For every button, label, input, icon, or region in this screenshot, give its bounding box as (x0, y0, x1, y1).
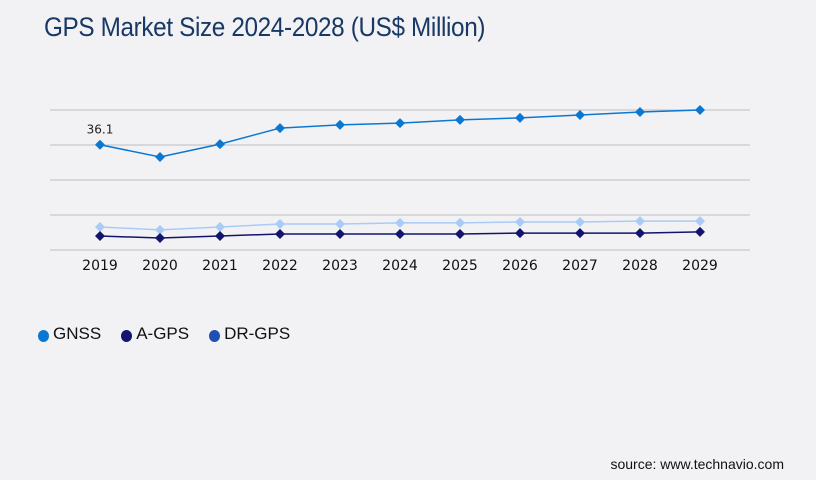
data-point-gnss[interactable] (455, 114, 465, 125)
data-point-a-gps[interactable] (215, 231, 225, 241)
data-point-a-gps[interactable] (155, 233, 165, 244)
x-tick-label: 2023 (322, 258, 358, 274)
data-point-gnss[interactable] (575, 109, 585, 120)
x-tick-label: 2019 (82, 258, 118, 274)
data-point-gnss[interactable] (695, 105, 705, 115)
x-tick-label: 2021 (202, 258, 238, 274)
data-point-a-gps[interactable] (455, 228, 465, 239)
legend-marker-icon (209, 329, 221, 342)
x-tick-label: 2028 (622, 258, 658, 274)
data-point-gnss[interactable] (275, 123, 285, 134)
data-point-gnss[interactable] (515, 112, 525, 123)
data-point-dr-gps[interactable] (695, 216, 705, 227)
x-axis-ticks: 2019 2020 2021 2022 2023 2024 2025 2026 2027 2028… (82, 258, 718, 274)
x-tick-label: 2022 (262, 258, 298, 274)
data-point-gnss[interactable] (215, 139, 225, 150)
x-tick-label: 2024 (382, 258, 418, 274)
data-point-gnss[interactable] (635, 107, 645, 118)
data-point-dr-gps[interactable] (515, 217, 525, 227)
data-labels: 36.1 (87, 123, 114, 137)
line-chart: 2019 2020 2021 2022 2023 2024 2025 2026 2027 2028… (50, 105, 750, 274)
series-line-gnss (99, 109, 701, 158)
series-markers (95, 105, 705, 244)
source-credit: source: www.technavio.com (610, 456, 784, 472)
data-point-a-gps[interactable] (335, 228, 345, 239)
data-point-a-gps[interactable] (275, 228, 285, 239)
x-tick-label: 2027 (562, 258, 598, 274)
legend: GNSS A-GPS DR-GPS (38, 324, 290, 344)
data-point-a-gps[interactable] (395, 228, 405, 239)
x-tick-label: 2020 (142, 258, 178, 274)
data-point-gnss[interactable] (395, 118, 405, 129)
data-point-dr-gps[interactable] (215, 221, 225, 232)
data-point-a-gps[interactable] (575, 228, 585, 239)
x-tick-label: 2025 (442, 258, 478, 274)
x-tick-label: 2029 (682, 258, 718, 274)
data-point-dr-gps[interactable] (275, 219, 285, 230)
x-tick-label: 2026 (502, 258, 538, 274)
gridlines (50, 109, 750, 251)
data-point-a-gps[interactable] (695, 226, 705, 237)
data-point-dr-gps[interactable] (155, 224, 165, 235)
data-point-a-gps[interactable] (635, 228, 645, 239)
data-point-dr-gps[interactable] (95, 221, 105, 232)
legend-item-dr-gps[interactable]: DR-GPS (209, 324, 290, 344)
legend-label: A-GPS (136, 324, 190, 343)
data-point-dr-gps[interactable] (635, 216, 645, 227)
data-point-dr-gps[interactable] (575, 217, 585, 227)
data-point-dr-gps[interactable] (395, 217, 405, 228)
legend-label: DR-GPS (224, 324, 291, 343)
data-point-dr-gps[interactable] (335, 219, 345, 230)
data-point-a-gps[interactable] (95, 231, 105, 241)
legend-label: GNSS (53, 324, 102, 343)
data-point-dr-gps[interactable] (455, 217, 465, 228)
data-point-gnss[interactable] (95, 139, 105, 150)
legend-marker-icon (121, 329, 133, 342)
data-point-a-gps[interactable] (515, 228, 525, 239)
data-label: 36.1 (87, 123, 114, 137)
legend-item-a-gps[interactable]: A-GPS (121, 324, 189, 344)
data-point-gnss[interactable] (155, 151, 165, 162)
legend-item-gnss[interactable]: GNSS (38, 324, 101, 344)
data-point-gnss[interactable] (335, 119, 345, 130)
chart-title: GPS Market Size 2024-2028 (US$ Million) (44, 12, 486, 42)
legend-marker-icon (38, 329, 49, 342)
